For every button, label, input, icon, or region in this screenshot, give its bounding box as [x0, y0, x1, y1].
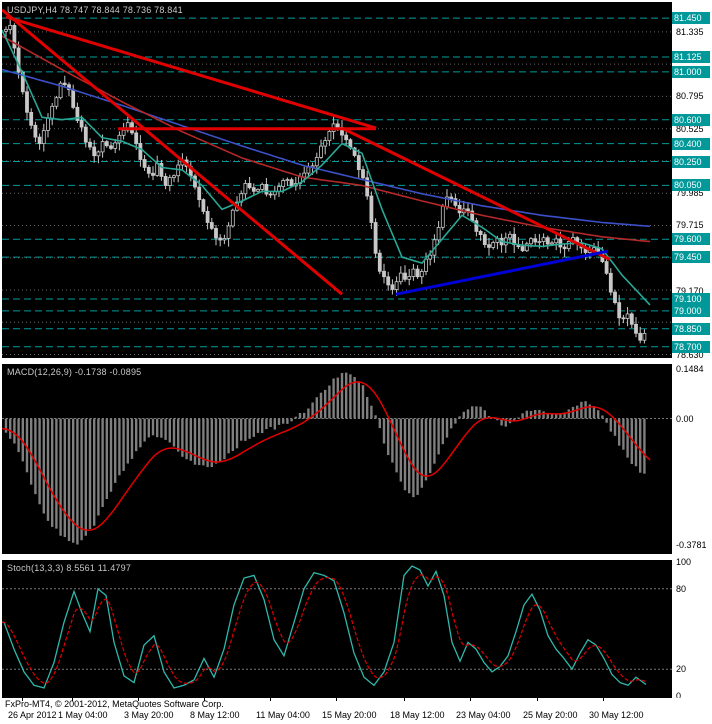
- axis-grid-label: 0: [676, 691, 682, 701]
- axis-grid-label: 80.525: [676, 124, 704, 134]
- price-axis: 81.335 80.795 80.525 79.985 79.715 79.170 78.6…: [672, 0, 712, 724]
- trendlines[interactable]: [2, 8, 611, 296]
- time-axis-label: 26 Apr 2012: [8, 710, 57, 720]
- price-level-badge: 78.700: [672, 341, 710, 353]
- stoch-k-line: [2, 565, 647, 689]
- price-chart-panel[interactable]: USDJPY,H4 78.747 78.844 78.736 78.841: [2, 2, 672, 358]
- price-level-badge: 80.400: [672, 138, 710, 150]
- axis-grid-label: 80.795: [676, 91, 704, 101]
- grid-lines: [2, 31, 672, 355]
- support-resistance-lines: [2, 17, 672, 348]
- chart-title: USDJPY,H4 78.747 78.844 78.736 78.841: [7, 5, 183, 15]
- axis-grid-label: -0.3781: [676, 540, 707, 550]
- time-axis-tick: [470, 698, 471, 701]
- time-axis-tick: [22, 698, 23, 701]
- axis-grid-label: 79.170: [676, 286, 704, 296]
- price-chart-canvas[interactable]: [2, 2, 672, 358]
- axis-grid-label: 100: [676, 557, 692, 567]
- macd-indicator-panel[interactable]: MACD(12,26,9) -0.1738 -0.0895: [2, 364, 672, 554]
- time-axis-tick: [204, 698, 205, 701]
- axis-grid-label: 20: [676, 664, 687, 674]
- ma-fast-teal: [2, 29, 651, 306]
- macd-canvas[interactable]: [2, 364, 672, 554]
- price-level-badge: 79.100: [672, 293, 710, 305]
- time-axis-label: 30 May 12:00: [589, 710, 644, 720]
- macd-histogram: [4, 372, 646, 545]
- price-level-badge: 78.850: [672, 323, 710, 335]
- time-axis-tick: [404, 698, 405, 701]
- time-axis: FxPro-MT4, © 2001-2012, MetaQuotes Softw…: [0, 698, 712, 724]
- price-level-badge: 80.600: [672, 114, 710, 126]
- time-axis-label: 25 May 20:00: [523, 710, 578, 720]
- time-axis-label: 11 May 04:00: [256, 710, 310, 720]
- stoch-d-line: [2, 574, 647, 685]
- price-level-badge: 80.250: [672, 156, 710, 168]
- time-axis-tick: [336, 698, 337, 701]
- stoch-indicator-label: Stoch(13,3,3) 8.5561 11.4797: [7, 563, 132, 573]
- time-axis-label: 3 May 20:00: [124, 710, 174, 720]
- price-level-badge: 79.000: [672, 305, 710, 317]
- candlesticks: [4, 17, 647, 344]
- ascending-support-line-blue[interactable]: [395, 249, 609, 296]
- ma-slow-red: [2, 35, 651, 243]
- axis-grid-label: 0.00: [676, 414, 694, 424]
- time-axis-label: 1 May 04:00: [58, 710, 108, 720]
- time-axis-label: 18 May 12:00: [390, 710, 445, 720]
- time-axis-tick: [72, 698, 73, 701]
- macd-signal-line: [2, 381, 651, 531]
- descending-trendline-steep[interactable]: [2, 8, 343, 296]
- descending-trendline-right[interactable]: [341, 126, 611, 261]
- axis-grid-label: 80: [676, 584, 687, 594]
- axis-grid-label: 78.630: [676, 350, 704, 360]
- price-level-badge: 79.600: [672, 233, 710, 245]
- axis-grid-label: 79.985: [676, 188, 704, 198]
- copyright-text: FxPro-MT4, © 2001-2012, MetaQuotes Softw…: [5, 699, 224, 709]
- time-axis-tick: [270, 698, 271, 701]
- price-level-badge: 81.125: [672, 51, 710, 63]
- descending-trendline-upper[interactable]: [5, 15, 377, 130]
- price-level-badge: 79.450: [672, 251, 710, 263]
- time-axis-label: 15 May 20:00: [322, 710, 377, 720]
- axis-grid-label: 79.715: [676, 220, 704, 230]
- time-axis-tick: [537, 698, 538, 701]
- stochastic-indicator-panel[interactable]: Stoch(13,3,3) 8.5561 11.4797: [2, 560, 672, 698]
- time-axis-tick: [138, 698, 139, 701]
- price-level-badge: 81.450: [672, 12, 710, 24]
- axis-grid-label: 81.335: [676, 27, 704, 37]
- price-level-badge: 81.000: [672, 66, 710, 78]
- time-axis-tick: [603, 698, 604, 701]
- stochastic-canvas[interactable]: [2, 560, 672, 698]
- axis-grid-label: 0.1484: [676, 364, 704, 374]
- time-axis-label: 23 May 04:00: [456, 710, 511, 720]
- macd-indicator-label: MACD(12,26,9) -0.1738 -0.0895: [7, 367, 142, 377]
- time-axis-label: 8 May 12:00: [190, 710, 240, 720]
- price-level-badge: 80.050: [672, 179, 710, 191]
